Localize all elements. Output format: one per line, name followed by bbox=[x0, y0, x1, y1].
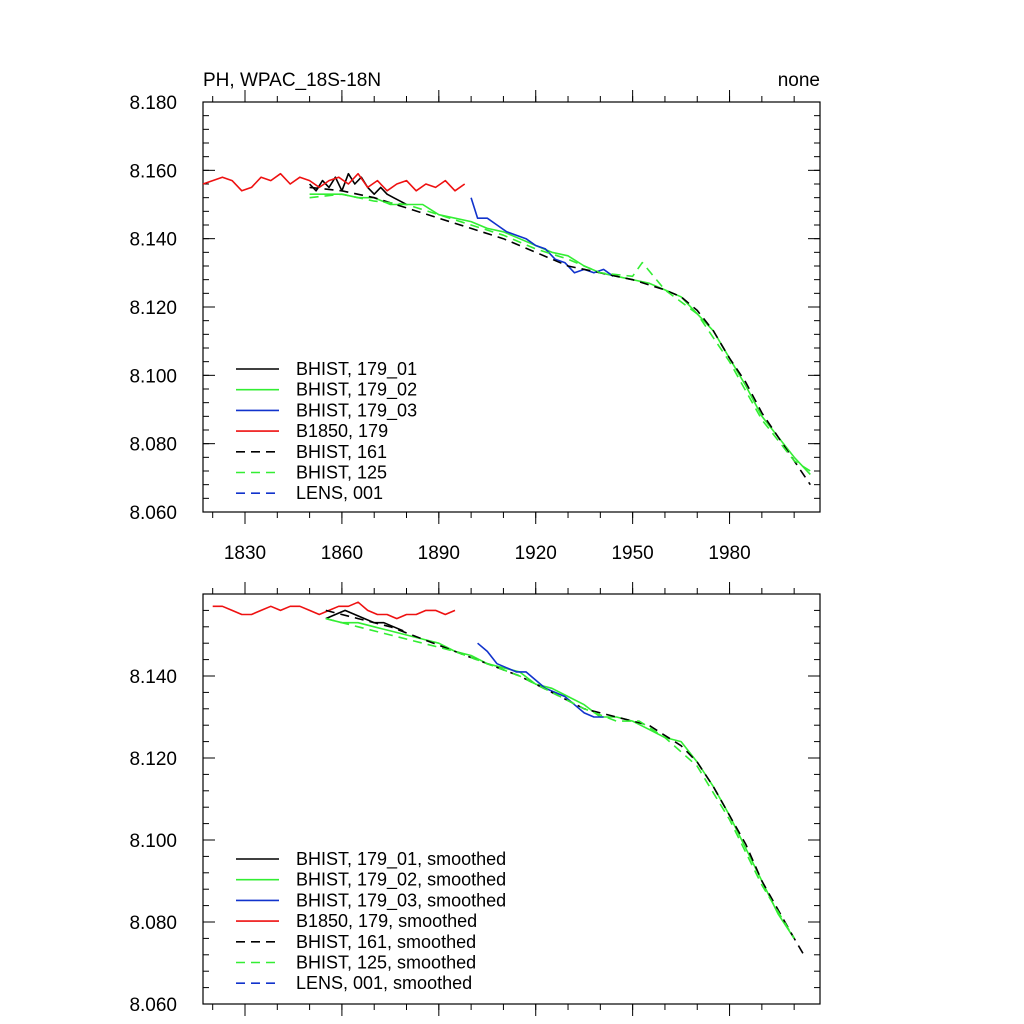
top-panel: PH, WPAC_18S-18N none 8.060 8.080 8.100 8.1… bbox=[129, 70, 821, 564]
legend-label: B1850, 179, smoothed bbox=[296, 911, 477, 931]
legend-label: BHIST, 125, smoothed bbox=[296, 953, 476, 973]
series-line bbox=[212, 601, 456, 620]
legend-label: B1850, 179 bbox=[296, 421, 388, 441]
series-line bbox=[325, 609, 404, 632]
y-tick-label: 8.120 bbox=[129, 749, 177, 770]
chart-subtitle-right: none bbox=[778, 70, 820, 91]
series-line bbox=[470, 197, 614, 277]
x-tick-label: 1950 bbox=[611, 543, 653, 564]
legend-label: LENS, 001 bbox=[296, 483, 383, 503]
y-tick-label: 8.160 bbox=[129, 161, 177, 182]
x-tick-label: 1890 bbox=[418, 543, 460, 564]
legend-label: BHIST, 179_02 bbox=[296, 380, 417, 401]
legend-label: BHIST, 125 bbox=[296, 463, 387, 483]
legend-label: BHIST, 161, smoothed bbox=[296, 932, 476, 952]
x-tick-label: 1980 bbox=[708, 543, 750, 564]
x-tick-label: 1860 bbox=[321, 543, 363, 564]
y-tick-label: 8.140 bbox=[129, 230, 177, 251]
bottom-panel: 8.060 8.080 8.100 8.120 8.140 BHIST, 179_01, … bbox=[129, 582, 821, 1016]
y-tick-label: 8.100 bbox=[129, 831, 177, 852]
legend-label: BHIST, 179_01 bbox=[296, 359, 417, 380]
series-line bbox=[325, 617, 795, 939]
y-tick-label: 8.120 bbox=[129, 298, 177, 319]
series-line bbox=[202, 172, 466, 192]
legend-label: BHIST, 179_01, smoothed bbox=[296, 849, 506, 870]
x-tick-label: 1830 bbox=[224, 543, 266, 564]
series-line bbox=[309, 193, 811, 472]
y-tick-label: 8.060 bbox=[129, 995, 177, 1016]
series-line bbox=[477, 642, 604, 718]
legend-label: BHIST, 179_03 bbox=[296, 400, 417, 421]
y-tick-label: 8.060 bbox=[129, 503, 177, 524]
x-tick-label: 1920 bbox=[515, 543, 557, 564]
legend-label: BHIST, 161 bbox=[296, 442, 387, 462]
series-line bbox=[309, 193, 811, 475]
chart-title: PH, WPAC_18S-18N bbox=[203, 70, 381, 91]
legend-label: BHIST, 179_03, smoothed bbox=[296, 890, 506, 911]
y-tick-label: 8.080 bbox=[129, 913, 177, 934]
series-line bbox=[309, 172, 407, 206]
legend-label: BHIST, 179_02, smoothed bbox=[296, 870, 506, 891]
y-tick-label: 8.100 bbox=[129, 366, 177, 387]
series-line bbox=[325, 609, 805, 956]
y-tick-label: 8.140 bbox=[129, 667, 177, 688]
series-line bbox=[309, 186, 811, 486]
legend-label: LENS, 001, smoothed bbox=[296, 973, 472, 993]
y-tick-label: 8.080 bbox=[129, 435, 177, 456]
plot-frame bbox=[202, 593, 821, 1005]
y-tick-label: 8.180 bbox=[129, 93, 177, 114]
